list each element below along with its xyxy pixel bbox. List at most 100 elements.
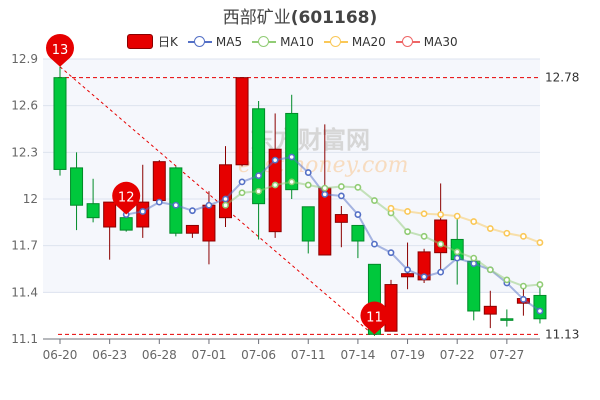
chart-title: 西部矿业(601168) [0,3,600,28]
x-tick-label: 07-27 [489,348,524,362]
candle-body [53,77,67,170]
candle-body [401,273,415,278]
ma10-point [536,281,544,288]
candle-body [169,167,183,234]
ma20-line [390,207,541,244]
pin-marker: 11 [360,301,389,335]
ma5-point [520,295,527,303]
pin-icon [45,33,75,67]
pin-icon [112,181,141,215]
ma30-legend-icon [395,35,420,48]
candle-body [185,224,199,234]
legend-item-ma30[interactable]: MA30 [395,34,458,49]
x-tick-label: 06-23 [92,348,127,362]
ma20-point [470,218,478,225]
ma20-point [437,211,445,218]
x-tick-label: 07-01 [192,348,227,362]
high-price-label: 12.78 [545,71,579,85]
ma5-point [222,195,229,203]
candle [334,206,348,248]
ma5-point [288,153,296,161]
ma10-point [371,197,378,204]
candle [152,160,166,202]
candle-body [384,284,398,332]
candle-body [351,224,365,242]
candle-body [434,219,448,254]
low-price-label: 11.13 [545,327,579,341]
candle [235,77,249,167]
ma5-point [155,198,163,206]
legend-label: MA30 [423,34,458,49]
legend-label: MA10 [280,34,314,49]
ma20-point [536,239,544,246]
ma5-point [304,169,312,176]
ma5-point [453,254,461,262]
ma10-point [354,183,362,191]
y-tick-label: 12.9 [11,52,38,66]
ma5-point [321,190,329,198]
x-tick-label: 06-28 [142,348,177,362]
grid-band [43,292,540,339]
ma10-point [420,232,428,240]
pin-marker: 12 [112,181,141,215]
ma10-point [437,240,445,248]
pin-icon [360,301,389,335]
ma10-point [520,282,527,290]
candle [169,166,183,237]
x-tick-label: 07-19 [390,348,425,362]
legend-item-ma5[interactable]: MA5 [187,34,243,49]
y-tick-label: 12.3 [11,145,38,159]
x-tick-label: 07-14 [340,348,375,362]
candle-body [334,214,348,223]
ma20-point [387,204,395,212]
ma10-point [271,181,279,189]
ma20-legend-icon [323,35,348,48]
candle [53,66,67,176]
ma20-point [420,210,428,218]
ma5-point [387,249,395,257]
candle [384,279,398,332]
ma5-point [437,268,445,276]
x-tick-label: 07-22 [440,348,475,362]
ma10-point [222,201,229,209]
candle-body [219,164,232,219]
y-tick-label: 12 [23,192,38,206]
ma5-point [205,201,213,209]
ma5-point [354,211,362,218]
legend-item-kline[interactable]: 日K [127,33,178,50]
y-tick-label: 11.1 [11,332,38,346]
candle-body [152,161,166,202]
ma5-point [337,192,345,200]
ma5-point [420,273,428,281]
candle-body [252,108,266,205]
candle-body [103,201,117,228]
legend-item-ma20[interactable]: MA20 [323,35,386,49]
ma5-point [404,266,411,274]
candle [70,152,84,231]
watermark-logo: eastmoney.com [238,153,409,178]
legend-item-ma10[interactable]: MA10 [252,35,314,49]
ma10-point [321,184,329,192]
stock-code: (601168) [290,8,378,28]
candle [86,178,100,223]
y-tick-label: 12.6 [11,99,38,113]
candle-body [70,167,84,206]
ma5-point [238,178,246,186]
pin-marker: 13 [45,33,75,67]
candle-body [268,148,282,233]
legend-label: MA5 [215,34,243,49]
ma10-point [304,181,312,189]
ma5-point [470,260,478,267]
stock-name: 西部矿业 [222,8,291,28]
candle [351,224,365,259]
ma10-point [288,178,296,186]
ma10-point [238,189,246,197]
ma10-point [337,183,345,190]
ma5-point [255,172,262,180]
pin-label: 12 [118,191,135,206]
candle [252,101,266,240]
y-tick-label: 11.7 [11,239,38,253]
x-tick-label: 07-06 [241,348,276,362]
candle [185,224,199,238]
